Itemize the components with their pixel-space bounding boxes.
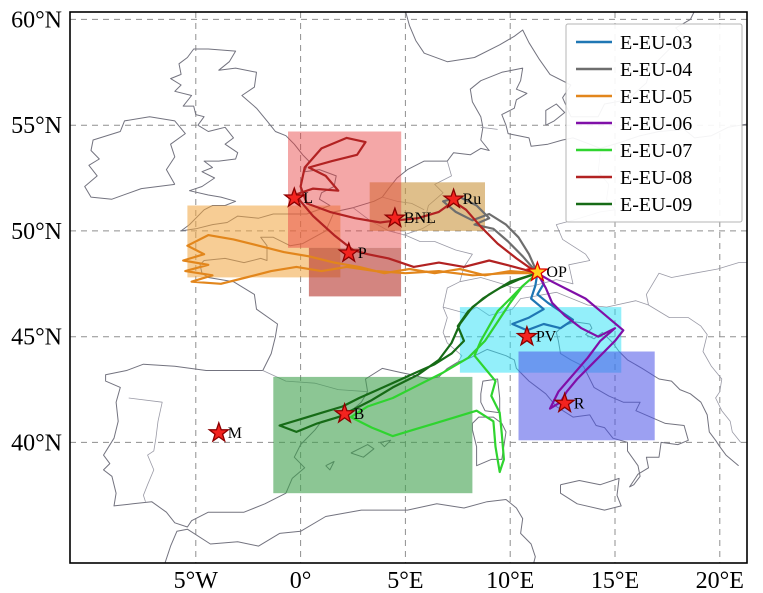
track-e-eu-09	[278, 272, 539, 433]
city-label-BNL: BNL	[404, 210, 436, 227]
country-border	[646, 262, 747, 306]
legend: E-EU-03 E-EU-04 E-EU-05 E-EU-06 E-EU-07 E-EU-…	[565, 23, 743, 223]
city-star-R	[553, 391, 577, 414]
coastline	[84, 116, 186, 200]
city-star-BNL	[383, 206, 407, 228]
y-tick-label: 40°N	[11, 430, 62, 456]
legend-entry-e-eu-09: E-EU-09	[576, 194, 692, 216]
coastline	[560, 477, 622, 511]
legend-entry-e-eu-03: E-EU-03	[576, 32, 692, 54]
legend-entry-e-eu-07: E-EU-07	[576, 140, 692, 162]
legend-label: E-EU-06	[620, 113, 692, 135]
legend-label: E-EU-04	[620, 59, 692, 81]
city-label-Ru: Ru	[463, 191, 482, 208]
track-e-eu-03	[511, 272, 575, 332]
city-label-R: R	[574, 395, 585, 412]
country-border	[442, 281, 463, 363]
x-tick-label: 15°E	[591, 568, 639, 593]
city-markers: L Ru BNL P OP PV B M R	[207, 186, 585, 443]
city-label-L: L	[303, 190, 313, 207]
city-star-PV	[515, 324, 539, 347]
study-regions	[187, 131, 655, 494]
region-spain-green	[273, 376, 473, 494]
axis-tick-labels: 5°W 0° 5°E 10°E 15°E 20°E 60°N 55°N 50°N 45°N 40°N	[11, 7, 744, 593]
coastline	[545, 103, 566, 126]
region-italy-blue	[518, 351, 655, 441]
track-e-eu-07	[349, 272, 539, 474]
city-label-B: B	[354, 406, 365, 423]
y-tick-label: 45°N	[11, 325, 62, 351]
legend-entry-e-eu-06: E-EU-06	[576, 113, 692, 135]
legend-entry-e-eu-04: E-EU-04	[576, 59, 692, 81]
city-star-L	[282, 186, 306, 208]
region-benelux-tan	[369, 182, 485, 231]
legend-entry-e-eu-08: E-EU-08	[576, 167, 692, 189]
coastline	[480, 378, 501, 414]
city-star-M	[207, 420, 231, 443]
coastline	[405, 12, 572, 117]
legend-box	[565, 23, 743, 223]
coastline	[164, 499, 536, 563]
country-border	[480, 126, 498, 130]
legend-label: E-EU-07	[620, 140, 692, 162]
x-tick-label: 5°W	[174, 568, 219, 593]
plot-frame	[69, 11, 748, 564]
y-tick-label: 60°N	[11, 7, 62, 33]
legend-label: E-EU-05	[620, 86, 692, 108]
city-star-P	[337, 241, 361, 263]
origin-star-OP	[526, 260, 549, 282]
city-star-Ru	[442, 187, 466, 209]
country-border	[648, 304, 742, 443]
city-star-B	[333, 401, 356, 424]
y-tick-label: 55°N	[11, 113, 62, 139]
track-e-eu-05	[182, 234, 539, 285]
legend-entry-e-eu-05: E-EU-05	[576, 86, 692, 108]
x-tick-label: 20°E	[696, 568, 744, 593]
y-tick-label: 50°N	[11, 219, 62, 245]
legend-label: E-EU-09	[620, 194, 692, 216]
city-label-P: P	[358, 245, 367, 262]
city-label-PV: PV	[536, 329, 557, 346]
x-tick-label: 5°E	[387, 568, 423, 593]
city-label-OP: OP	[546, 264, 567, 281]
country-border	[128, 397, 163, 502]
x-tick-label: 0°	[290, 568, 312, 593]
track-e-eu-08	[293, 136, 539, 275]
coastline	[170, 48, 337, 232]
city-label-M: M	[228, 425, 242, 442]
legend-label: E-EU-03	[620, 32, 692, 54]
legend-label: E-EU-08	[620, 167, 692, 189]
x-tick-label: 10°E	[486, 568, 534, 593]
